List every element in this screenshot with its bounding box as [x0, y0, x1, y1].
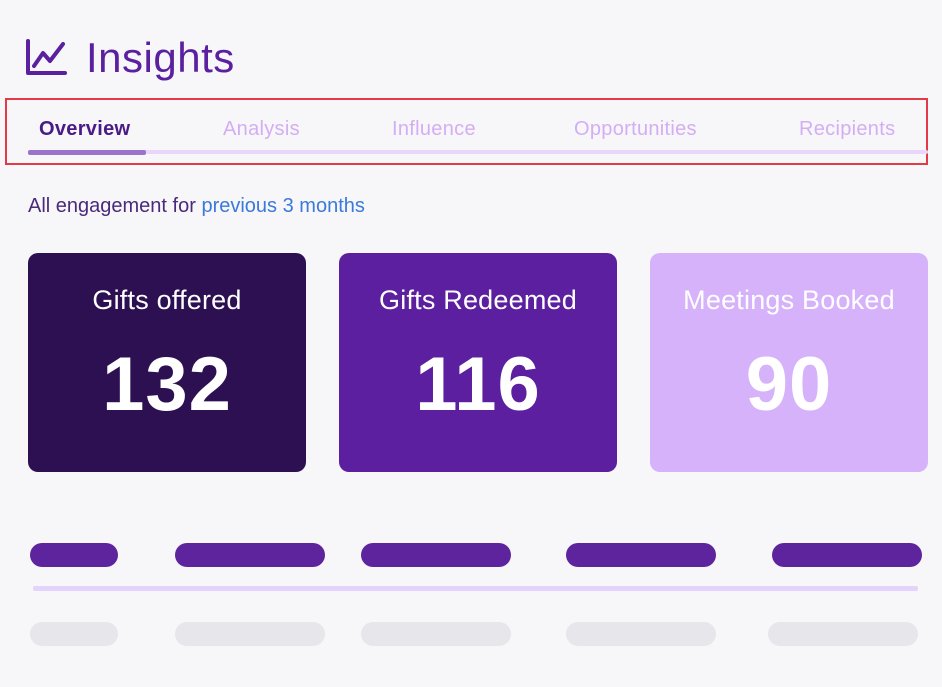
stat-value: 90: [745, 342, 833, 427]
stat-value: 132: [102, 342, 232, 427]
page-title: Insights: [86, 34, 235, 81]
line-chart-icon: [26, 39, 67, 75]
engagement-prefix: All engagement for: [28, 195, 196, 217]
placeholder-row-cell: [175, 622, 325, 646]
stat-label: Gifts Redeemed: [379, 285, 577, 315]
placeholder-row-cell: [361, 622, 511, 646]
tab-analysis[interactable]: Analysis: [223, 118, 300, 140]
stat-value: 116: [415, 342, 541, 427]
tabs-track: [28, 150, 928, 154]
placeholder-header-cell: [30, 543, 118, 567]
placeholder-row-cell: [30, 622, 118, 646]
stat-label: Gifts offered: [92, 285, 242, 315]
placeholder-row-cell: [566, 622, 716, 646]
tab-opportunities[interactable]: Opportunities: [574, 118, 697, 140]
tab-bar: Overview Analysis Influence Opportunitie…: [28, 108, 928, 156]
stat-label: Meetings Booked: [683, 285, 895, 315]
placeholder-header-cell: [175, 543, 325, 567]
active-tab-indicator: [28, 150, 146, 155]
stat-card-gifts-redeemed: Gifts Redeemed 116: [339, 253, 617, 472]
placeholder-header-cell: [566, 543, 716, 567]
placeholder-header-cell: [772, 543, 922, 567]
tab-influence[interactable]: Influence: [392, 118, 476, 140]
stat-card-gifts-offered: Gifts offered 132: [28, 253, 306, 472]
tab-recipients[interactable]: Recipients: [799, 118, 896, 140]
tabs-highlight-outline: [5, 98, 928, 165]
period-link[interactable]: previous 3 months: [201, 195, 365, 217]
engagement-summary: All engagement for previous 3 months: [28, 195, 365, 218]
page-header: Insights: [24, 30, 235, 86]
placeholder-header-cell: [361, 543, 511, 567]
stat-card-meetings-booked: Meetings Booked 90: [650, 253, 928, 472]
tab-overview[interactable]: Overview: [39, 118, 131, 140]
placeholder-divider: [33, 586, 918, 591]
placeholder-row-cell: [768, 622, 918, 646]
